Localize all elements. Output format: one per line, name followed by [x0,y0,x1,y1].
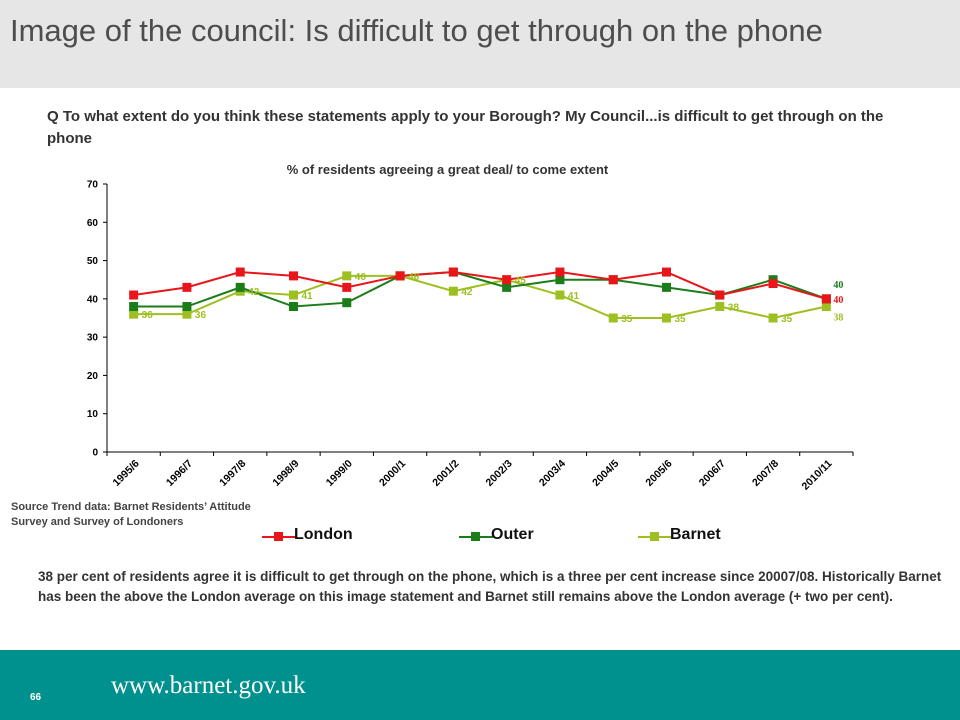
y-tick-label: 40 [87,294,99,305]
data-point-outer [289,302,298,312]
page-number: 66 [30,692,42,703]
x-tick-label: 2003/4 [537,458,568,489]
data-point-london [662,267,671,277]
data-point-outer [662,282,671,292]
footer-url: www.barnet.gov.uk [111,672,306,699]
y-tick-label: 10 [87,409,99,420]
data-label-barnet: 46 [408,272,420,283]
data-label-barnet: 45 [515,276,527,287]
data-point-london [289,271,298,281]
data-label-barnet: 38 [833,313,843,324]
data-point-barnet [821,302,831,312]
data-label-barnet: 42 [461,287,473,298]
x-tick-label: 2005/6 [643,458,674,489]
data-point-barnet [768,313,778,323]
y-tick-label: 70 [87,180,99,191]
commentary-text: 38 per cent of residents agree it is dif… [38,569,942,604]
series-markers [129,267,831,323]
data-point-barnet [289,290,298,300]
data-point-barnet [662,313,671,323]
data-point-london [715,290,725,300]
data-point-barnet [715,302,725,312]
source-note: Source Trend data: Barnet Residents’ Att… [11,501,251,528]
series-line-outer [133,271,827,308]
data-point-barnet [182,309,192,319]
page-title: Image of the council: Is difficult to ge… [10,13,823,48]
footer-bar: 66 www.barnet.gov.uk [0,650,960,720]
data-point-outer [555,275,565,285]
line-chart: 0 10 20 30 40 50 60 70 1995/6 1996/7 1997/8 1998/9 1… [87,180,854,493]
data-label-barnet: 42 [248,287,260,298]
data-point-barnet [448,286,458,296]
survey-question: Q To what extent do you think these stat… [47,108,884,147]
data-label-barnet: 35 [621,314,633,325]
data-label-barnet: 46 [355,272,367,283]
data-point-barnet [555,290,565,300]
data-point-london [129,290,139,300]
data-point-london [342,282,352,292]
legend-label: Outer [491,526,534,543]
x-tick-label: 1999/0 [324,458,355,489]
data-point-london [608,275,618,285]
x-tick-label: 1997/8 [217,458,248,489]
legend-marker [274,532,283,541]
legend-marker [650,532,659,541]
data-label-barnet: 35 [675,314,687,325]
data-labels: 40 40 36 36 42 41 46 46 42 45 41 35 35 38 35 38 [142,272,844,325]
y-tick-label: 50 [87,256,99,267]
data-point-barnet [129,309,139,319]
data-label-london: 40 [833,295,843,306]
x-tick-label: 2002/3 [484,458,515,489]
data-point-outer [235,282,245,292]
chart-title: % of residents agreeing a great deal/ to… [286,162,609,177]
data-point-outer [129,302,139,312]
legend-marker [471,532,480,541]
x-tick-label: 2010/11 [800,458,835,493]
data-point-outer [182,302,192,312]
title-bar [0,0,960,88]
y-tick-label: 60 [87,218,99,229]
x-tick-label: 2001/2 [430,458,461,489]
y-tick-label: 0 [92,448,98,459]
series-line-london [133,271,827,300]
data-label-barnet: 41 [302,291,314,302]
data-point-barnet [342,271,352,281]
data-label-outer: 40 [833,280,843,291]
data-label-barnet: 36 [142,310,154,321]
data-point-london [768,279,778,289]
legend-label: Barnet [670,526,721,543]
legend-label: London [294,526,353,543]
data-point-london [821,294,831,304]
data-label-barnet: 41 [568,291,580,302]
data-label-barnet: 38 [728,303,740,314]
x-tick-label: 1995/6 [111,458,142,489]
data-point-barnet [608,313,618,323]
data-point-london [448,267,458,277]
y-tick-label: 20 [87,371,99,382]
data-point-london [182,282,192,292]
x-tick-label: 1996/7 [164,458,195,489]
chart-axes: 0 10 20 30 40 50 60 70 1995/6 1996/7 1997/8 1998/9 1… [87,180,854,493]
x-tick-label: 2004/5 [590,458,621,489]
x-tick-label: 2006/7 [697,458,728,489]
y-tick-label: 30 [87,333,99,344]
series-line-barnet [133,274,827,320]
data-point-outer [342,298,352,308]
series-lines [133,271,827,320]
x-tick-label: 2007/8 [750,458,781,489]
data-point-london [555,267,565,277]
data-label-barnet: 35 [781,314,793,325]
x-tick-label: 2000/1 [377,458,408,489]
data-point-london [502,275,512,285]
data-point-outer [502,282,512,292]
x-tick-label: 1998/9 [270,458,301,489]
data-label-barnet: 36 [195,310,207,321]
data-point-london [395,271,405,281]
data-point-london [235,267,245,277]
